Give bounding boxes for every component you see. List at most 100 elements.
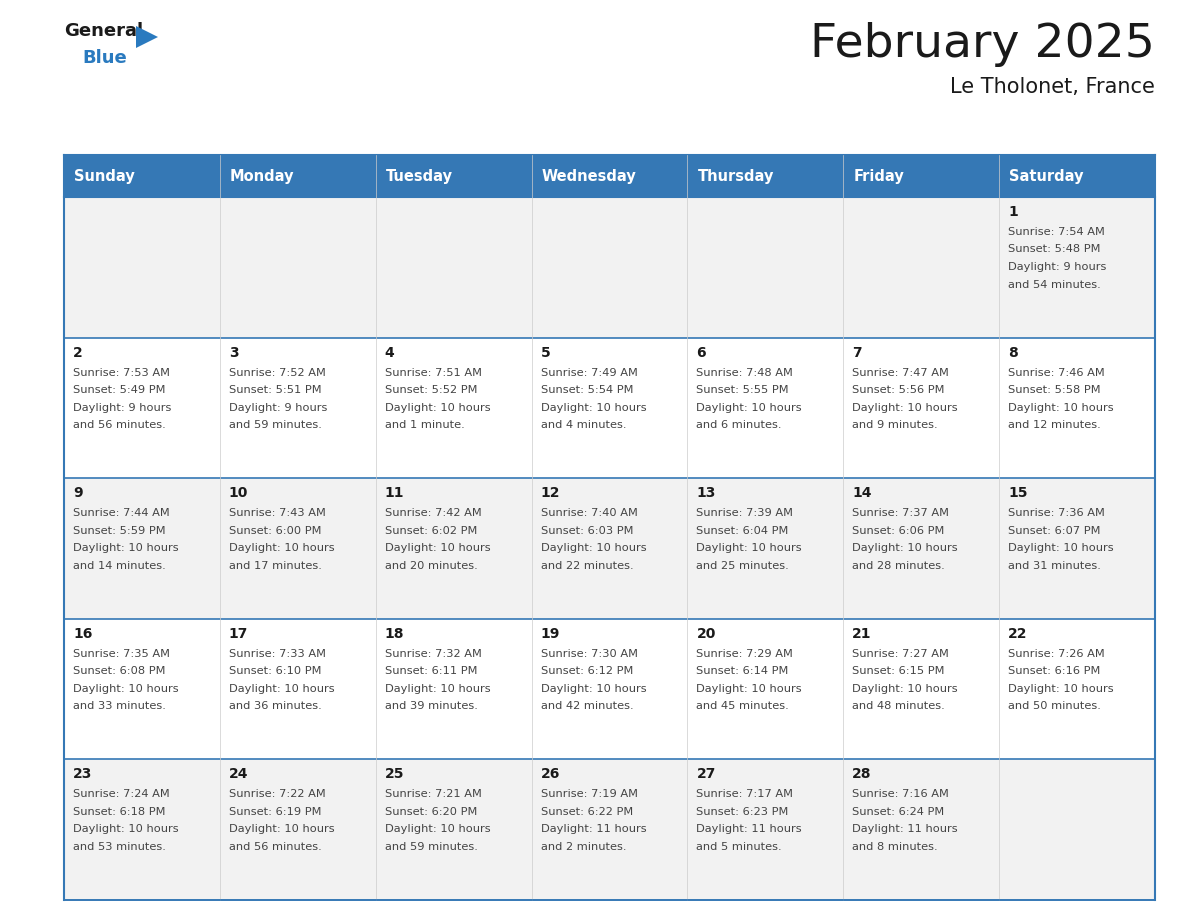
- Text: and 53 minutes.: and 53 minutes.: [72, 842, 166, 852]
- Text: and 8 minutes.: and 8 minutes.: [852, 842, 937, 852]
- Text: and 45 minutes.: and 45 minutes.: [696, 701, 789, 711]
- Text: and 1 minute.: and 1 minute.: [385, 420, 465, 431]
- Text: Sunset: 5:48 PM: Sunset: 5:48 PM: [1009, 244, 1100, 254]
- Text: Sunrise: 7:53 AM: Sunrise: 7:53 AM: [72, 367, 170, 377]
- Bar: [843, 759, 999, 900]
- Text: and 31 minutes.: and 31 minutes.: [1009, 561, 1101, 571]
- Text: Sunrise: 7:52 AM: Sunrise: 7:52 AM: [229, 367, 326, 377]
- Text: and 59 minutes.: and 59 minutes.: [229, 420, 322, 431]
- Text: 4: 4: [385, 345, 394, 360]
- Text: Sunrise: 7:32 AM: Sunrise: 7:32 AM: [385, 649, 481, 659]
- Text: Sunset: 5:55 PM: Sunset: 5:55 PM: [696, 385, 789, 395]
- Text: Sunset: 5:59 PM: Sunset: 5:59 PM: [72, 526, 165, 536]
- Text: Daylight: 10 hours: Daylight: 10 hours: [541, 543, 646, 554]
- Bar: [843, 155, 999, 197]
- Text: 28: 28: [852, 767, 872, 781]
- Text: and 20 minutes.: and 20 minutes.: [385, 561, 478, 571]
- Text: Daylight: 10 hours: Daylight: 10 hours: [696, 543, 802, 554]
- Text: Sunset: 6:04 PM: Sunset: 6:04 PM: [696, 526, 789, 536]
- Bar: [999, 759, 1155, 900]
- Text: Sunrise: 7:35 AM: Sunrise: 7:35 AM: [72, 649, 170, 659]
- Text: Sunset: 6:14 PM: Sunset: 6:14 PM: [696, 666, 789, 677]
- Text: Sunrise: 7:36 AM: Sunrise: 7:36 AM: [1009, 509, 1105, 518]
- Bar: [64, 338, 220, 478]
- Text: and 42 minutes.: and 42 minutes.: [541, 701, 633, 711]
- Text: Daylight: 10 hours: Daylight: 10 hours: [696, 403, 802, 412]
- Text: Thursday: Thursday: [697, 169, 773, 184]
- Bar: [220, 619, 375, 759]
- Text: 20: 20: [696, 627, 716, 641]
- Bar: [531, 338, 688, 478]
- Text: Daylight: 10 hours: Daylight: 10 hours: [852, 543, 958, 554]
- Text: Daylight: 10 hours: Daylight: 10 hours: [1009, 684, 1114, 694]
- Text: and 25 minutes.: and 25 minutes.: [696, 561, 789, 571]
- Text: Sunset: 6:22 PM: Sunset: 6:22 PM: [541, 807, 633, 817]
- Bar: [220, 338, 375, 478]
- Text: General: General: [64, 22, 143, 40]
- Text: and 2 minutes.: and 2 minutes.: [541, 842, 626, 852]
- Text: and 36 minutes.: and 36 minutes.: [229, 701, 322, 711]
- Bar: [999, 619, 1155, 759]
- Text: Saturday: Saturday: [1009, 169, 1083, 184]
- Polygon shape: [135, 26, 158, 48]
- Text: 3: 3: [229, 345, 239, 360]
- Text: Sunrise: 7:51 AM: Sunrise: 7:51 AM: [385, 367, 481, 377]
- Text: Sunset: 6:07 PM: Sunset: 6:07 PM: [1009, 526, 1100, 536]
- Text: Sunset: 6:15 PM: Sunset: 6:15 PM: [852, 666, 944, 677]
- Text: and 48 minutes.: and 48 minutes.: [852, 701, 944, 711]
- Text: Sunrise: 7:16 AM: Sunrise: 7:16 AM: [852, 789, 949, 800]
- Text: and 39 minutes.: and 39 minutes.: [385, 701, 478, 711]
- Bar: [999, 338, 1155, 478]
- Text: Sunrise: 7:43 AM: Sunrise: 7:43 AM: [229, 509, 326, 518]
- Bar: [375, 759, 531, 900]
- Text: 26: 26: [541, 767, 560, 781]
- Text: Sunset: 6:24 PM: Sunset: 6:24 PM: [852, 807, 944, 817]
- Text: Sunrise: 7:37 AM: Sunrise: 7:37 AM: [852, 509, 949, 518]
- Text: Sunrise: 7:47 AM: Sunrise: 7:47 AM: [852, 367, 949, 377]
- Text: 21: 21: [852, 627, 872, 641]
- Text: and 54 minutes.: and 54 minutes.: [1009, 279, 1101, 289]
- Bar: [64, 197, 220, 338]
- Text: Sunrise: 7:22 AM: Sunrise: 7:22 AM: [229, 789, 326, 800]
- Text: Daylight: 10 hours: Daylight: 10 hours: [385, 403, 491, 412]
- Text: 14: 14: [852, 487, 872, 500]
- Text: Sunrise: 7:40 AM: Sunrise: 7:40 AM: [541, 509, 638, 518]
- Text: Daylight: 10 hours: Daylight: 10 hours: [72, 543, 178, 554]
- Text: Tuesday: Tuesday: [386, 169, 453, 184]
- Text: 1: 1: [1009, 205, 1018, 219]
- Text: 5: 5: [541, 345, 550, 360]
- Text: 6: 6: [696, 345, 706, 360]
- Text: 10: 10: [229, 487, 248, 500]
- Text: Sunset: 6:06 PM: Sunset: 6:06 PM: [852, 526, 944, 536]
- Text: and 56 minutes.: and 56 minutes.: [229, 842, 322, 852]
- Text: Sunset: 5:56 PM: Sunset: 5:56 PM: [852, 385, 944, 395]
- Text: and 12 minutes.: and 12 minutes.: [1009, 420, 1101, 431]
- Text: Sunset: 6:19 PM: Sunset: 6:19 PM: [229, 807, 322, 817]
- Text: 25: 25: [385, 767, 404, 781]
- Text: Sunrise: 7:48 AM: Sunrise: 7:48 AM: [696, 367, 794, 377]
- Bar: [843, 619, 999, 759]
- Text: 11: 11: [385, 487, 404, 500]
- Text: Sunrise: 7:21 AM: Sunrise: 7:21 AM: [385, 789, 481, 800]
- Bar: [688, 155, 843, 197]
- Bar: [220, 197, 375, 338]
- Text: Sunrise: 7:27 AM: Sunrise: 7:27 AM: [852, 649, 949, 659]
- Text: Sunrise: 7:29 AM: Sunrise: 7:29 AM: [696, 649, 794, 659]
- Text: Daylight: 10 hours: Daylight: 10 hours: [385, 824, 491, 834]
- Text: Daylight: 10 hours: Daylight: 10 hours: [385, 684, 491, 694]
- Text: Daylight: 11 hours: Daylight: 11 hours: [541, 824, 646, 834]
- Bar: [375, 619, 531, 759]
- Text: Sunrise: 7:24 AM: Sunrise: 7:24 AM: [72, 789, 170, 800]
- Text: February 2025: February 2025: [810, 22, 1155, 67]
- Bar: [688, 338, 843, 478]
- Bar: [64, 759, 220, 900]
- Text: 2: 2: [72, 345, 83, 360]
- Text: and 6 minutes.: and 6 minutes.: [696, 420, 782, 431]
- Text: Friday: Friday: [853, 169, 904, 184]
- Text: Sunset: 5:52 PM: Sunset: 5:52 PM: [385, 385, 478, 395]
- Text: Daylight: 9 hours: Daylight: 9 hours: [72, 403, 171, 412]
- Text: Sunset: 6:00 PM: Sunset: 6:00 PM: [229, 526, 322, 536]
- Text: Sunrise: 7:44 AM: Sunrise: 7:44 AM: [72, 509, 170, 518]
- Text: Sunrise: 7:26 AM: Sunrise: 7:26 AM: [1009, 649, 1105, 659]
- Text: Sunset: 5:58 PM: Sunset: 5:58 PM: [1009, 385, 1101, 395]
